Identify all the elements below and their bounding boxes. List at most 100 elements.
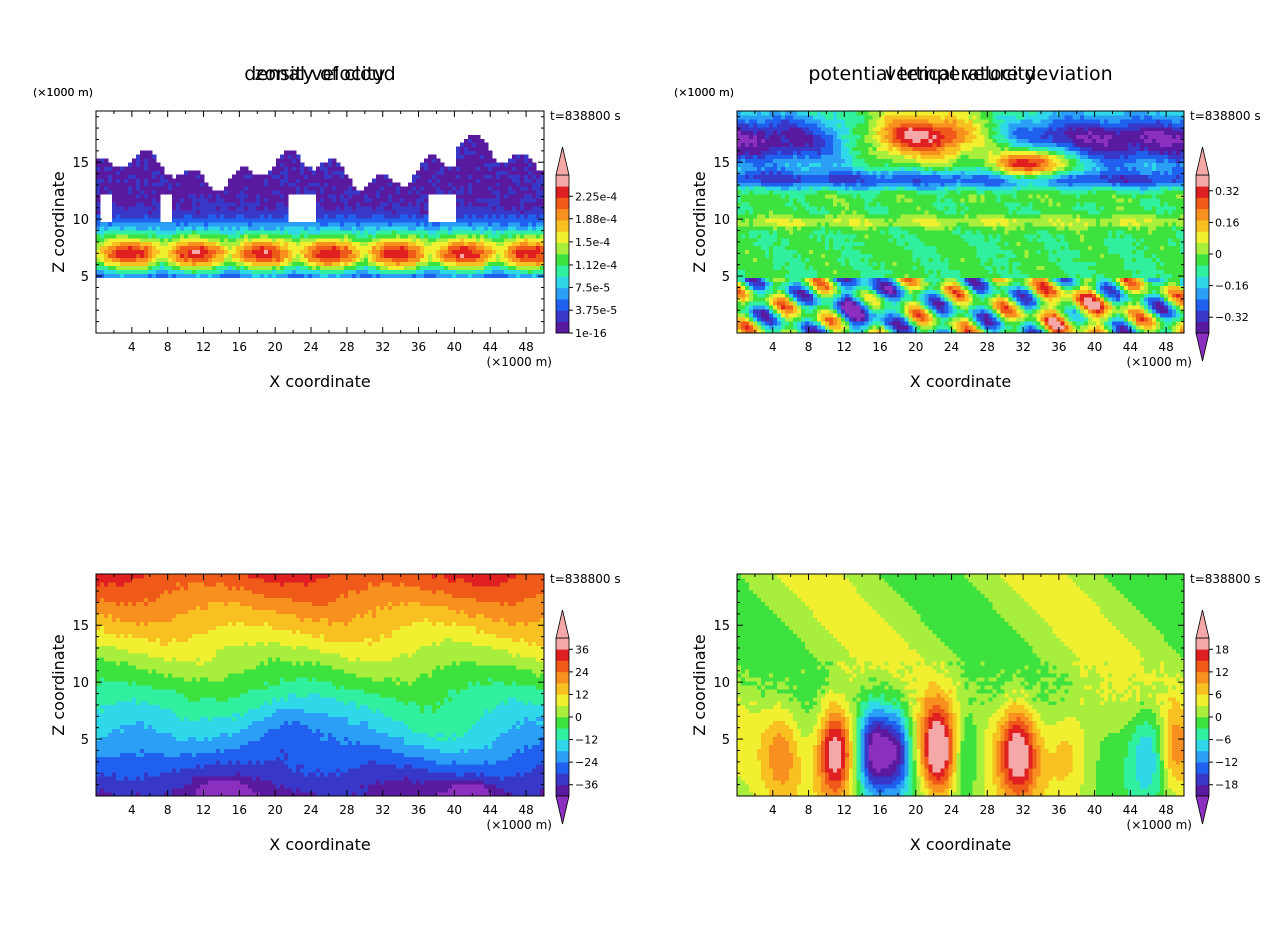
heatmap-cell [812,269,818,274]
heatmap-cell [236,269,241,274]
heatmap-cell [204,237,209,243]
heatmap-cell [316,218,321,223]
heatmap-cell [536,186,541,191]
heatmap-cell [188,265,193,270]
heatmap-cell [428,154,433,159]
heatmap-cell [444,182,449,187]
heatmap-cell [100,273,105,278]
heatmap-cell [1156,273,1161,278]
heatmap-cell [156,178,161,183]
heatmap-cell [280,162,285,167]
heatmap-cell [252,241,257,247]
heatmap-cell [132,210,137,215]
heatmap-cell [512,225,517,231]
heatmap-cell [1108,297,1113,302]
heatmap-cell [1152,293,1157,298]
heatmap-cell [248,225,253,231]
heatmap-cell [196,218,201,223]
heatmap-cell [172,206,177,211]
heatmap-cell [1076,325,1081,330]
heatmap-cell [776,281,782,286]
heatmap-cell [1024,273,1029,278]
heatmap-cell [240,229,245,235]
heatmap-cell [900,289,906,294]
heatmap-cell [832,321,838,326]
heatmap-cell [216,265,221,270]
heatmap-cell [1032,321,1037,326]
heatmap-cell [176,269,181,274]
heatmap-cell [336,225,341,231]
heatmap-cell [104,241,109,247]
heatmap-cell [888,325,894,330]
heatmap-cell [1132,321,1137,326]
heatmap-cell [508,206,513,211]
heatmap-cell [160,186,165,191]
heatmap-cell [872,285,878,290]
heatmap-cell [492,170,497,175]
heatmap-cell [380,198,385,203]
heatmap-cell [248,182,253,187]
heatmap-cell [324,190,329,195]
heatmap-cell [172,261,177,266]
heatmap-cell [456,198,461,203]
heatmap-cell [460,253,465,259]
heatmap-cell [204,225,209,231]
heatmap-cell [180,198,185,203]
heatmap-cell [1048,301,1053,306]
heatmap-cell [208,241,213,247]
heatmap-cell [864,285,870,290]
heatmap-cell [1008,297,1013,302]
heatmap-cell [252,265,257,270]
heatmap-cell [260,182,265,187]
heatmap-cell [1160,325,1165,330]
heatmap-cell [352,202,357,207]
heatmap-cell [392,222,397,227]
heatmap-cell [104,269,109,274]
heatmap-cell [856,265,862,270]
heatmap-cell [800,329,806,334]
heatmap-cell [536,218,541,223]
heatmap-cell [908,305,914,310]
heatmap-cell [516,273,521,278]
heatmap-cell [996,297,1001,302]
z-tick-label: 5 [81,270,89,285]
heatmap-cell [520,237,525,243]
heatmap-cell [132,261,137,266]
heatmap-cell [456,245,461,251]
heatmap-cell [352,237,357,243]
heatmap-cell [332,166,337,171]
heatmap-cell [1132,301,1137,306]
heatmap-cell [176,186,181,191]
heatmap-cell [120,198,125,203]
heatmap-cell [284,154,289,159]
heatmap-cell [208,233,213,239]
heatmap-cell [1112,281,1117,286]
heatmap-cell [1008,313,1013,318]
heatmap-cell [796,285,802,290]
heatmap-cell [132,186,137,191]
heatmap-cell [1020,301,1025,306]
heatmap-cell [288,222,293,227]
heatmap-cell [1164,301,1169,306]
heatmap-cell [128,178,133,183]
heatmap-cell [776,317,782,322]
heatmap-cell [504,222,509,227]
heatmap-cell [160,182,165,187]
heatmap-cell [424,158,429,163]
heatmap-cell [1132,281,1137,286]
heatmap-cell [236,178,241,183]
heatmap-cell [804,317,810,322]
heatmap-cell [524,257,529,263]
heatmap-cell [268,214,273,219]
heatmap-cell [464,186,469,191]
heatmap-cell [184,186,189,191]
heatmap-cell [816,265,822,270]
heatmap-cell [996,301,1001,306]
heatmap-cell [500,225,505,231]
z-tick-label: 15 [72,156,89,171]
heatmap-cell [116,237,121,243]
heatmap-cell [160,253,165,259]
heatmap-cell [120,194,125,199]
heatmap-cell [1168,325,1173,330]
heatmap-cell [344,190,349,195]
